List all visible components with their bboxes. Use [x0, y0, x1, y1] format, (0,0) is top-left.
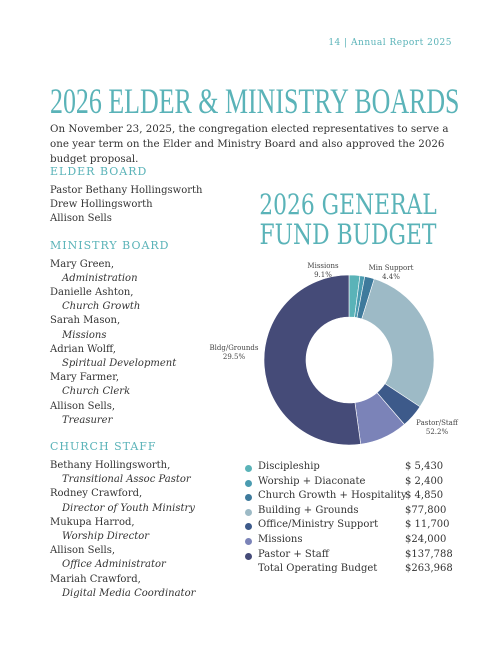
slice-label-value: 29.5%: [223, 353, 246, 361]
legend-label: Office/Ministry Support: [258, 519, 379, 531]
slice-label-name: Pastor/Staff: [416, 419, 459, 427]
member-role: Worship Director: [62, 531, 150, 543]
slice-label-name: Min Support: [369, 264, 414, 272]
legend-amount: $77,800: [405, 504, 447, 516]
slice-label-value: 52.2%: [426, 428, 449, 436]
member-name: Mukupa Harrod,: [50, 516, 135, 528]
member-role: Missions: [62, 329, 107, 341]
page-title: 2026 ELDER & MINISTRY BOARDS: [50, 81, 460, 121]
legend-swatch: [245, 494, 252, 502]
member-name: Danielle Ashton,: [50, 287, 134, 299]
slice-label-name: Bldg/Grounds: [210, 344, 259, 352]
slice-label-value: 9.1%: [314, 271, 332, 279]
slice-label-value: 4.4%: [382, 273, 400, 281]
legend-swatch: [245, 479, 252, 487]
member-name: Mary Green,: [50, 258, 115, 270]
legend-swatch: [245, 537, 252, 545]
member-name: Mary Farmer,: [50, 372, 120, 384]
legend-amount: $ 11,700: [405, 519, 450, 531]
member-role: Treasurer: [62, 414, 113, 426]
section-heading: ELDER BOARD: [50, 165, 148, 178]
legend-amount: $ 4,850: [405, 490, 444, 502]
member-name: Sarah Mason,: [50, 315, 121, 327]
member-name: Bethany Hollingsworth,: [50, 460, 171, 472]
donut-slice: [263, 274, 362, 446]
total-amount: $263,968: [405, 563, 453, 575]
total-label: Total Operating Budget: [258, 563, 378, 575]
member-role: Church Clerk: [62, 386, 131, 398]
legend-row: Pastor + Staff $137,788: [245, 549, 455, 564]
member-name: Rodney Crawford,: [50, 488, 143, 500]
chart-title: FUND BUDGET: [260, 218, 437, 250]
member-role: Transitional Assoc Pastor: [62, 474, 191, 486]
legend-row: Discipleship $ 5,430: [245, 461, 455, 476]
section: CHURCH STAFF Bethany Hollingsworth, Transi…: [50, 440, 240, 601]
legend-amount: $24,000: [405, 533, 447, 545]
legend-row: Missions $24,000: [245, 534, 455, 549]
member-name: Pastor Bethany Hollingsworth: [50, 185, 203, 196]
legend-row: Building + Grounds $77,800: [245, 505, 455, 520]
member-name: Mariah Crawford,: [50, 573, 141, 585]
page-label: 14 | Annual Report 2025: [328, 38, 452, 48]
member-role: Director of Youth Ministry: [62, 502, 195, 514]
total-row: Total Operating Budget $263,968: [245, 563, 455, 578]
legend-label: Discipleship: [258, 461, 320, 472]
member-role: Church Growth: [62, 301, 141, 313]
member-role: Administration: [62, 272, 138, 284]
legend-amount: $ 2,400: [405, 475, 444, 487]
member-name: Allison Sells,: [50, 400, 116, 412]
member-name: Allison Sells,: [50, 545, 116, 557]
legend-label: Missions: [258, 533, 303, 545]
section: ELDER BOARD Pastor Bethany Hollingsworth D…: [50, 165, 240, 227]
member-name: Allison Sells: [50, 213, 112, 225]
section-heading: MINISTRY BOARD: [50, 238, 170, 252]
member-role: Office Administrator: [62, 559, 166, 571]
legend-row: Worship + Diaconate $ 2,400: [245, 476, 455, 491]
member-role: Digital Media Coordinator: [62, 587, 196, 599]
legend-swatch: [245, 552, 252, 560]
section: MINISTRY BOARD Mary Green, Administration D…: [50, 239, 240, 428]
chart-title: 2026 GENERAL: [259, 188, 437, 220]
member-name: Drew Hollingsworth: [50, 199, 153, 211]
legend-label: Pastor + Staff: [258, 548, 329, 560]
member-role: Spiritual Development: [62, 358, 177, 370]
legend-swatch: [245, 465, 252, 472]
legend-swatch: [245, 523, 252, 531]
legend-row: Office/Ministry Support $ 11,700: [245, 519, 455, 534]
intro: On November 23, 2025, the congregation e…: [50, 123, 449, 165]
legend-amount: $137,788: [405, 548, 453, 560]
slice-label-name: Missions: [307, 262, 339, 270]
member-name: Adrian Wolff,: [50, 343, 116, 355]
budget-legend: Discipleship $ 5,430 Worship + Diaconate $ …: [245, 461, 455, 578]
boards: ELDER BOARD Pastor Bethany Hollingsworth D…: [50, 165, 240, 613]
legend-label: Worship + Diaconate: [258, 475, 366, 487]
legend-label: Church Growth + Hospitality: [258, 490, 407, 502]
legend-row: Church Growth + Hospitality $ 4,850: [245, 490, 455, 505]
section-heading: CHURCH STAFF: [50, 440, 157, 454]
donut-slice: [361, 278, 435, 408]
legend-amount: $ 5,430: [405, 461, 444, 472]
legend-swatch: [245, 508, 252, 516]
legend-label: Building + Grounds: [258, 504, 359, 516]
